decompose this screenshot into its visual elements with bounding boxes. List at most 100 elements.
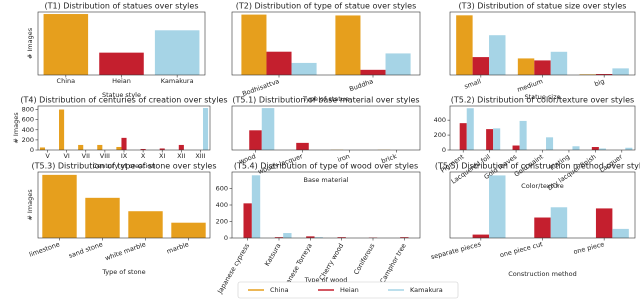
axes-frame	[37, 171, 211, 239]
x-tick-label: white marble	[104, 240, 147, 262]
bar	[400, 237, 409, 238]
x-tick-label: iron	[336, 152, 350, 164]
bar	[266, 51, 292, 75]
x-axis-label: Type of statue	[302, 95, 349, 103]
y-axis-label: # Images	[26, 27, 34, 59]
bar	[591, 147, 599, 150]
x-axis-label: Statue style	[102, 91, 141, 99]
bar	[489, 175, 506, 238]
bar	[241, 14, 267, 75]
bar	[534, 217, 551, 238]
bar	[78, 144, 84, 150]
bar	[459, 123, 467, 150]
bar	[128, 211, 163, 238]
y-tick-label: 400	[434, 116, 446, 124]
bar	[519, 120, 527, 150]
bar	[99, 52, 144, 75]
bar	[39, 147, 46, 150]
legend-label: China	[270, 286, 289, 294]
bar	[85, 197, 120, 238]
x-axis-label: Type of wood	[304, 276, 348, 284]
bar	[337, 237, 346, 238]
bar	[140, 148, 146, 150]
chart-title: (T5.5) Distribution of construction meth…	[435, 162, 640, 171]
axes-frame	[231, 105, 421, 151]
y-tick-label: 400	[216, 201, 228, 209]
y-tick-label: 0	[30, 146, 34, 154]
bar	[171, 222, 206, 238]
x-tick-label: small	[463, 77, 482, 91]
x-tick-label: Coniferous	[352, 241, 377, 276]
chart-title: (T3) Distribution of statue size over st…	[459, 2, 627, 11]
bar	[335, 15, 361, 75]
x-tick-label: medium	[516, 77, 544, 94]
y-tick-label: 200	[216, 218, 228, 226]
x-axis-label: Statue size	[525, 93, 561, 101]
bar	[43, 14, 89, 76]
bar	[456, 15, 473, 76]
bar	[550, 51, 568, 75]
x-tick-label: XII	[177, 152, 185, 160]
bar	[625, 147, 633, 150]
bar	[243, 203, 252, 238]
bar	[42, 174, 77, 238]
bar	[595, 74, 613, 75]
x-tick-label: VIII	[100, 152, 110, 160]
y-tick-label: 800	[22, 106, 34, 114]
bar	[546, 137, 554, 150]
bar	[154, 30, 200, 76]
y-tick-label: 0	[224, 234, 228, 242]
bar	[385, 53, 411, 75]
bar	[472, 234, 490, 238]
legend-label: Kamakura	[410, 286, 443, 294]
x-tick-label: V	[45, 152, 50, 160]
x-tick-label: VII	[82, 152, 90, 160]
x-tick-label: X	[141, 152, 146, 160]
y-tick-label: 600	[216, 185, 228, 193]
x-tick-label: IX	[121, 152, 128, 160]
x-axis-label: Construction method	[508, 270, 577, 278]
bar	[486, 129, 494, 150]
bar	[97, 144, 103, 150]
bar	[472, 57, 490, 75]
bar	[517, 58, 535, 75]
bar	[489, 35, 506, 75]
x-tick-label: Camphor tree	[378, 242, 407, 285]
bar	[579, 74, 596, 75]
x-axis-label: Type of stone	[101, 268, 145, 276]
chart-title: (T5.1) Distribution of base material ove…	[232, 96, 419, 105]
bar	[159, 148, 165, 150]
bar	[572, 146, 580, 150]
bar	[534, 60, 551, 75]
bar	[595, 208, 613, 238]
bar	[251, 175, 261, 238]
y-tick-label: 0	[442, 146, 446, 154]
bar	[550, 207, 568, 238]
x-tick-label: sand stone	[68, 240, 104, 260]
x-tick-label: Heian	[112, 77, 131, 85]
bar	[261, 108, 275, 150]
bar	[360, 69, 386, 75]
y-tick-label: 200	[434, 131, 446, 139]
chart-title: (T1) Distribution of statues over styles	[44, 2, 198, 11]
bar	[314, 237, 323, 238]
x-tick-label: marble	[166, 240, 190, 255]
x-tick-label: one piece	[573, 240, 606, 256]
axes-frame	[231, 11, 421, 76]
x-axis-label: Base material	[303, 176, 348, 184]
x-tick-label: separate pieces	[430, 240, 483, 261]
legend-label: Heian	[340, 286, 359, 294]
x-tick-label: Katsura	[263, 242, 282, 268]
legend-box	[237, 281, 459, 299]
bar	[296, 142, 309, 150]
chart-title: (T5.2) Distribution of color/texture ove…	[451, 96, 634, 105]
bar	[274, 237, 284, 238]
bar	[306, 236, 315, 238]
bar	[249, 130, 262, 150]
x-tick-label: XI	[159, 152, 165, 160]
y-tick-label: 400	[22, 126, 34, 134]
bar	[202, 108, 209, 150]
x-tick-label: big	[593, 77, 605, 88]
y-axis-label: # Images	[12, 112, 20, 144]
